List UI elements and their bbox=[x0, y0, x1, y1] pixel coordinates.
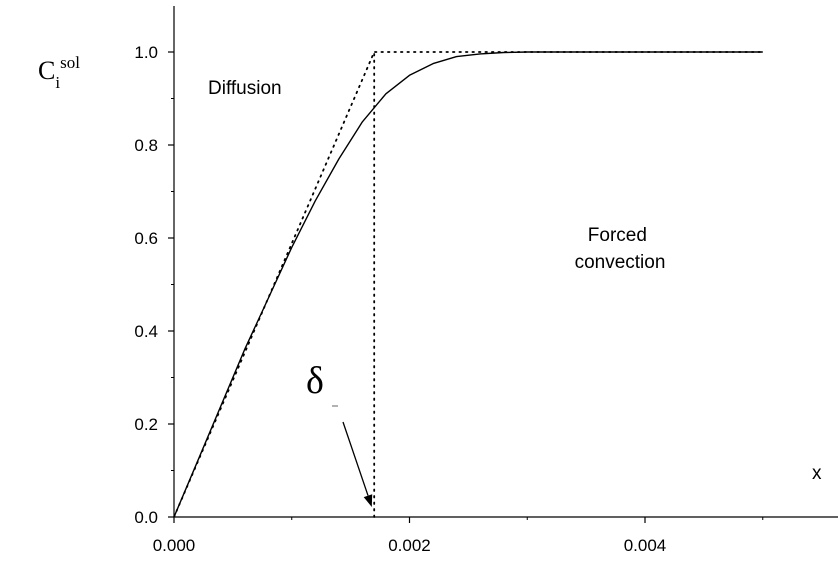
delta-arrow-head bbox=[363, 494, 373, 507]
x-tick-label: 0.002 bbox=[388, 536, 431, 555]
series-group bbox=[173, 51, 764, 518]
axes bbox=[173, 6, 838, 518]
annotation-delta: δ bbox=[306, 360, 324, 402]
y-axis-label-base: C bbox=[38, 56, 55, 85]
y-axis-label: Cisol bbox=[38, 53, 80, 92]
y-tick-label: 0.0 bbox=[134, 508, 158, 527]
delta-arrow bbox=[342, 421, 373, 507]
y-tick-label: 0.4 bbox=[134, 322, 158, 341]
y-axis-label-sup: sol bbox=[60, 53, 80, 72]
x-ticks: 0.000 0.002 0.004 bbox=[153, 517, 764, 555]
y-tick-label: 0.8 bbox=[134, 136, 158, 155]
x-tick-label: 0.004 bbox=[624, 536, 667, 555]
y-ticks: 0.0 0.2 0.4 0.6 0.8 1.0 bbox=[134, 43, 174, 527]
y-tick-label: 0.6 bbox=[134, 229, 158, 248]
delta-arrow-shaft bbox=[342, 421, 369, 496]
x-axis-label: x bbox=[812, 463, 822, 484]
series-line-dotted-1 bbox=[173, 51, 764, 518]
series-line-solid bbox=[173, 51, 763, 518]
annotation-diffusion: Diffusion bbox=[208, 78, 282, 99]
annotation-forced-convection: Forced convection bbox=[575, 225, 666, 273]
annotation-forced-convection-line2: convection bbox=[575, 252, 666, 273]
y-tick-label: 1.0 bbox=[134, 43, 158, 62]
annotation-forced-convection-line1: Forced bbox=[588, 225, 647, 246]
x-tick-label: 0.000 bbox=[153, 536, 196, 555]
y-axis-label-sub: i bbox=[55, 73, 60, 92]
y-tick-label: 0.2 bbox=[134, 415, 158, 434]
